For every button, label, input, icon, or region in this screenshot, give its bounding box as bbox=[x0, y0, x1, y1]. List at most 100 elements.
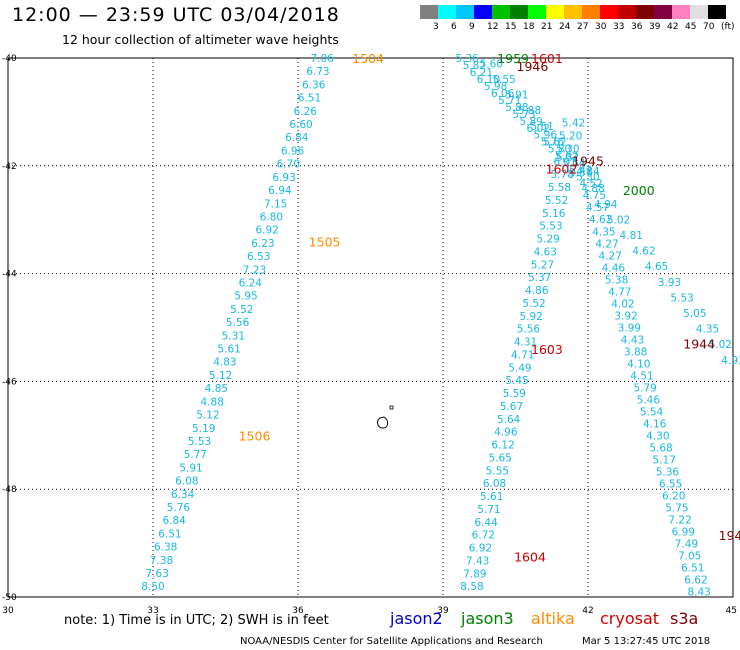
wave-height-value: 5.77 bbox=[184, 449, 207, 461]
wave-height-value: 6.44 bbox=[474, 517, 498, 529]
wave-height-value: 6.10 bbox=[477, 74, 500, 86]
wave-height-value: 5.78 bbox=[551, 169, 574, 181]
wave-height-value: 3.92 bbox=[614, 310, 637, 322]
latitude-tick-label: -46 bbox=[2, 377, 17, 387]
wave-height-value: 5.38 bbox=[605, 274, 628, 286]
wave-height-value: 4.77 bbox=[608, 286, 631, 298]
wave-height-value: 4.94 bbox=[594, 199, 618, 211]
wave-height-value: 6.70 bbox=[277, 159, 300, 171]
legend-label: 15 bbox=[505, 22, 517, 32]
wave-height-value: 5.65 bbox=[488, 452, 511, 464]
wave-height-value: 6.94 bbox=[268, 185, 292, 197]
latitude-tick-label: -44 bbox=[2, 270, 17, 280]
legend-label: 39 bbox=[649, 22, 661, 32]
wave-height-value: 5.19 bbox=[192, 423, 215, 435]
legend-swatch bbox=[492, 5, 510, 19]
wave-height-value: 4.16 bbox=[643, 418, 667, 430]
wave-height-value: 4.31 bbox=[514, 337, 537, 349]
wave-height-value: 5.30 bbox=[556, 143, 579, 155]
legend-label: 42 bbox=[667, 22, 679, 32]
wave-height-value: 8.50 bbox=[141, 581, 164, 593]
wave-height-value: 5.73 bbox=[512, 109, 535, 121]
wave-height-value: 4.35 bbox=[696, 324, 719, 336]
legend-label: 30 bbox=[595, 22, 607, 32]
legend-label: (ft) bbox=[721, 22, 735, 32]
wave-height-value: 5.53 bbox=[539, 221, 562, 233]
wave-height-value: 4.52 bbox=[579, 178, 602, 190]
wave-height-value: 4.86 bbox=[525, 285, 549, 297]
legend-label: 6 bbox=[451, 22, 457, 32]
wave-height-value: 6.38 bbox=[154, 542, 177, 554]
wave-height-value: 5.36 bbox=[455, 53, 479, 65]
wave-height-value: 5.96 bbox=[534, 130, 558, 142]
wave-height-value: 5.60 bbox=[480, 58, 503, 70]
wave-height-value: 5.91 bbox=[505, 90, 528, 102]
wave-height-value: 4.71 bbox=[511, 349, 534, 361]
legend-swatch bbox=[564, 5, 582, 19]
satellite-legend-cryosat: cryosat bbox=[600, 609, 660, 628]
1944-track: 4.844.524.754.574.624.354.274.274.465.38… bbox=[576, 166, 711, 598]
wave-height-value: 5.57 bbox=[569, 168, 592, 180]
wave-height-value: 5.68 bbox=[649, 442, 672, 454]
legend-swatch bbox=[618, 5, 636, 19]
wave-height-value: 6.08 bbox=[483, 478, 506, 490]
legend-label: 9 bbox=[469, 22, 475, 32]
wave-height-value: 4.46 bbox=[602, 262, 626, 274]
legend-swatch bbox=[708, 5, 726, 19]
wave-height-value: 4.75 bbox=[583, 190, 606, 202]
wave-height-value: 4.27 bbox=[599, 250, 622, 262]
chart-subtitle: 12 hour collection of altimeter wave hei… bbox=[62, 32, 339, 47]
wave-height-value: 7.63 bbox=[146, 568, 169, 580]
wave-height-value: 6.24 bbox=[239, 277, 263, 289]
wave-height-value: 5.29 bbox=[536, 234, 559, 246]
wave-height-value: 5.42 bbox=[569, 165, 592, 177]
longitude-tick-label: 30 bbox=[2, 606, 14, 616]
wave-height-value: 5.53 bbox=[670, 292, 693, 304]
chart-title: 12:00 — 23:59 UTC 03/04/2018 bbox=[12, 4, 340, 26]
wave-height-value: 5.61 bbox=[217, 344, 240, 356]
legend-swatch bbox=[546, 5, 564, 19]
wave-height-value: 5.52 bbox=[522, 298, 545, 310]
wave-height-value: 5.76 bbox=[541, 137, 565, 149]
1504-track: 7.066.736.366.516.266.606.846.966.706.93… bbox=[141, 53, 334, 593]
wave-height-value: 5.62 bbox=[543, 136, 566, 148]
legend-swatch bbox=[654, 5, 672, 19]
wave-height-value: 6.26 bbox=[294, 106, 318, 118]
wave-height-value: 5.17 bbox=[653, 454, 676, 466]
wave-height-value: 7.38 bbox=[150, 555, 173, 567]
footer-note: note: 1) Time is in UTC; 2) SWH is in fe… bbox=[64, 613, 329, 628]
wave-height-value: 6.51 bbox=[298, 93, 321, 105]
wave-height-value: 7.05 bbox=[678, 551, 701, 563]
wave-height-value: 4.96 bbox=[494, 427, 518, 439]
legend-swatch bbox=[636, 5, 654, 19]
wave-height-value: 5.75 bbox=[665, 503, 688, 515]
latitude-tick-label: -40 bbox=[2, 54, 17, 64]
wave-height-value: 4.65 bbox=[645, 261, 668, 273]
pass-time-label: 1604 bbox=[514, 550, 546, 565]
wave-height-value: 4.02 bbox=[611, 298, 634, 310]
legend-swatch bbox=[456, 5, 474, 19]
wave-height-value: 5.30 bbox=[576, 172, 599, 184]
wave-height-value: 5.54 bbox=[562, 158, 586, 170]
wave-height-value: 4.30 bbox=[646, 430, 669, 442]
wave-height-value: 6.60 bbox=[289, 119, 312, 131]
wave-height-value: 4.88 bbox=[201, 396, 224, 408]
wave-height-value: 5.95 bbox=[234, 291, 257, 303]
wave-height-value: 5.67 bbox=[500, 401, 523, 413]
wave-height-value: 6.72 bbox=[472, 530, 495, 542]
wave-height-value: 4.35 bbox=[592, 226, 615, 238]
legend-label: 36 bbox=[631, 22, 643, 32]
wave-height-value: 6.36 bbox=[302, 79, 326, 91]
wave-height-value: 7.23 bbox=[243, 264, 266, 276]
wave-height-value: 4.10 bbox=[627, 358, 650, 370]
legend-swatch bbox=[672, 5, 690, 19]
wave-height-value: 4.62 bbox=[589, 214, 612, 226]
wave-height-value: 5.79 bbox=[633, 382, 656, 394]
wave-height-value: 5.32 bbox=[556, 152, 579, 164]
satellite-legend-jason3: jason3 bbox=[461, 609, 514, 628]
wave-height-value: 7.49 bbox=[675, 539, 698, 551]
wave-height-value: 4.63 bbox=[534, 246, 557, 258]
island-outline bbox=[377, 405, 394, 429]
wave-height-value: 6.08 bbox=[175, 476, 198, 488]
wave-height-value: 6.93 bbox=[272, 172, 295, 184]
